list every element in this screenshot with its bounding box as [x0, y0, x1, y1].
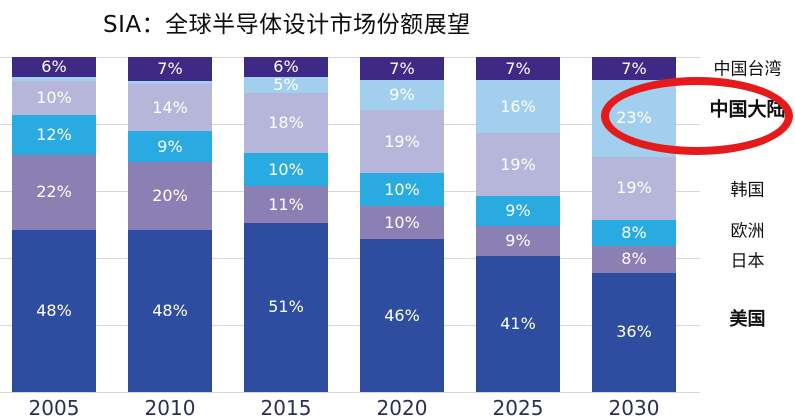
segment-value-label-usa-2015: 51%	[268, 297, 304, 317]
segment-korea-2020: 19%	[360, 110, 444, 174]
bar-2030: 7% 23% 19% 8% 8% 36%	[592, 57, 676, 392]
segment-europe-2025: 9%	[476, 196, 560, 227]
segment-value-label-europe-2025: 9%	[505, 201, 531, 221]
x-axis-label-2025: 2025	[492, 396, 544, 420]
segment-value-label-taiwan-2005: 6%	[41, 57, 67, 77]
segment-korea-2030: 19%	[592, 156, 676, 220]
legend-label-taiwan: 中国台湾	[713, 59, 782, 80]
segment-value-label-usa-2030: 36%	[616, 322, 652, 342]
segment-europe-2005: 12%	[12, 114, 96, 156]
segment-usa-2015: 51%	[244, 222, 328, 392]
segment-usa-2010: 48%	[128, 229, 212, 392]
segment-china-mainland-2030: 23%	[592, 80, 676, 157]
segment-usa-2030: 36%	[592, 272, 676, 392]
segment-china-mainland-2025: 16%	[476, 80, 560, 134]
segment-usa-2025: 41%	[476, 255, 560, 392]
gridline-60	[0, 191, 700, 192]
legend-label-usa: 美国	[729, 309, 766, 330]
segment-value-label-japan-2020: 10%	[384, 212, 420, 232]
segment-value-label-usa-2010: 48%	[152, 300, 188, 320]
segment-value-label-usa-2025: 41%	[500, 313, 536, 333]
segment-china-mainland-2010	[128, 80, 212, 85]
bar-2020: 7% 9% 19% 10% 10% 46%	[360, 57, 444, 392]
plot-area: 6% 10% 12% 22% 48% 7% 14% 9% 20% 48% 6% 5% 18% 10% 11%…	[0, 57, 700, 393]
segment-value-label-korea-2030: 19%	[616, 178, 652, 197]
bar-2025: 7% 16% 19% 9% 9% 41%	[476, 57, 560, 392]
segment-china-mainland-2015: 5%	[244, 77, 328, 94]
segment-korea-2010: 14%	[128, 84, 212, 132]
segment-value-label-korea-2020: 19%	[384, 131, 420, 151]
segment-korea-2025: 19%	[476, 133, 560, 197]
bar-2005: 6% 10% 12% 22% 48%	[12, 57, 96, 392]
segment-value-label-japan-2030: 8%	[621, 249, 647, 269]
segment-japan-2015: 11%	[244, 186, 328, 223]
segment-value-label-china-mainland-2025: 16%	[500, 96, 536, 116]
x-axis-label-2010: 2010	[144, 396, 196, 420]
segment-usa-2020: 46%	[360, 239, 444, 392]
segment-value-label-europe-2005: 12%	[36, 124, 72, 144]
bar-2015: 6% 5% 18% 10% 11% 51%	[244, 57, 328, 392]
chart-title: SIA：全球半导体设计市场份额展望	[103, 12, 471, 38]
gridline-80	[0, 124, 700, 125]
segment-value-label-europe-2020: 10%	[384, 179, 420, 199]
segment-value-label-europe-2010: 9%	[157, 136, 183, 156]
gridline-20	[0, 325, 700, 326]
segment-value-label-taiwan-2025: 7%	[505, 58, 531, 78]
segment-korea-2015: 18%	[244, 93, 328, 154]
segment-value-label-taiwan-2020: 7%	[389, 58, 415, 78]
segment-taiwan-2030: 7%	[592, 57, 676, 81]
segment-china-mainland-2005	[12, 77, 96, 81]
segment-value-label-japan-2005: 22%	[36, 182, 72, 202]
gridline-0	[0, 392, 700, 393]
segment-value-label-korea-2025: 19%	[500, 154, 536, 174]
segment-japan-2020: 10%	[360, 206, 444, 240]
x-axis-label-2015: 2015	[260, 396, 312, 420]
segment-taiwan-2025: 7%	[476, 57, 560, 81]
segment-value-label-europe-2030: 8%	[621, 222, 647, 242]
segment-korea-2005: 10%	[12, 80, 96, 115]
segment-europe-2020: 10%	[360, 173, 444, 207]
segment-taiwan-2010: 7%	[128, 57, 212, 81]
segment-value-label-china-mainland-2020: 9%	[389, 85, 415, 105]
segment-europe-2030: 8%	[592, 219, 676, 247]
gridline-40	[0, 258, 700, 259]
segment-china-mainland-2020: 9%	[360, 80, 444, 111]
x-axis-label-2005: 2005	[28, 396, 80, 420]
x-axis-label-2030: 2030	[608, 396, 660, 420]
segment-japan-2005: 22%	[12, 155, 96, 230]
gridline-100	[0, 57, 700, 58]
segment-value-label-japan-2015: 11%	[268, 194, 304, 214]
segment-europe-2015: 10%	[244, 153, 328, 187]
legend-label-japan: 日本	[730, 251, 765, 272]
segment-value-label-japan-2025: 9%	[505, 231, 531, 251]
segment-value-label-korea-2005: 10%	[36, 87, 72, 107]
segment-usa-2005: 48%	[12, 229, 96, 392]
legend-label-europe: 欧洲	[730, 221, 765, 242]
segment-japan-2025: 9%	[476, 226, 560, 256]
segment-value-label-korea-2015: 18%	[268, 113, 304, 133]
segment-value-label-taiwan-2030: 7%	[621, 58, 647, 78]
segment-value-label-taiwan-2015: 6%	[273, 56, 299, 76]
segment-taiwan-2020: 7%	[360, 57, 444, 81]
bar-2010: 7% 14% 9% 20% 48%	[128, 57, 212, 392]
segment-value-label-taiwan-2010: 7%	[157, 58, 183, 78]
segment-value-label-japan-2010: 20%	[152, 185, 188, 205]
x-axis-label-2020: 2020	[376, 396, 428, 420]
segment-europe-2010: 9%	[128, 131, 212, 162]
segment-value-label-europe-2015: 10%	[268, 159, 304, 179]
segment-japan-2010: 20%	[128, 161, 212, 230]
segment-japan-2030: 8%	[592, 246, 676, 273]
segment-value-label-usa-2020: 46%	[384, 305, 420, 325]
legend-label-korea: 韩国	[730, 180, 765, 201]
segment-value-label-china-mainland-2030: 23%	[616, 108, 652, 128]
segment-value-label-korea-2010: 14%	[152, 97, 188, 117]
segment-value-label-usa-2005: 48%	[36, 300, 72, 320]
segment-taiwan-2005: 6%	[12, 57, 96, 78]
legend-label-china-mainland: 中国大陆	[709, 98, 786, 121]
segment-taiwan-2015: 6%	[244, 57, 328, 77]
segment-value-label-china-mainland-2015: 5%	[273, 75, 299, 95]
